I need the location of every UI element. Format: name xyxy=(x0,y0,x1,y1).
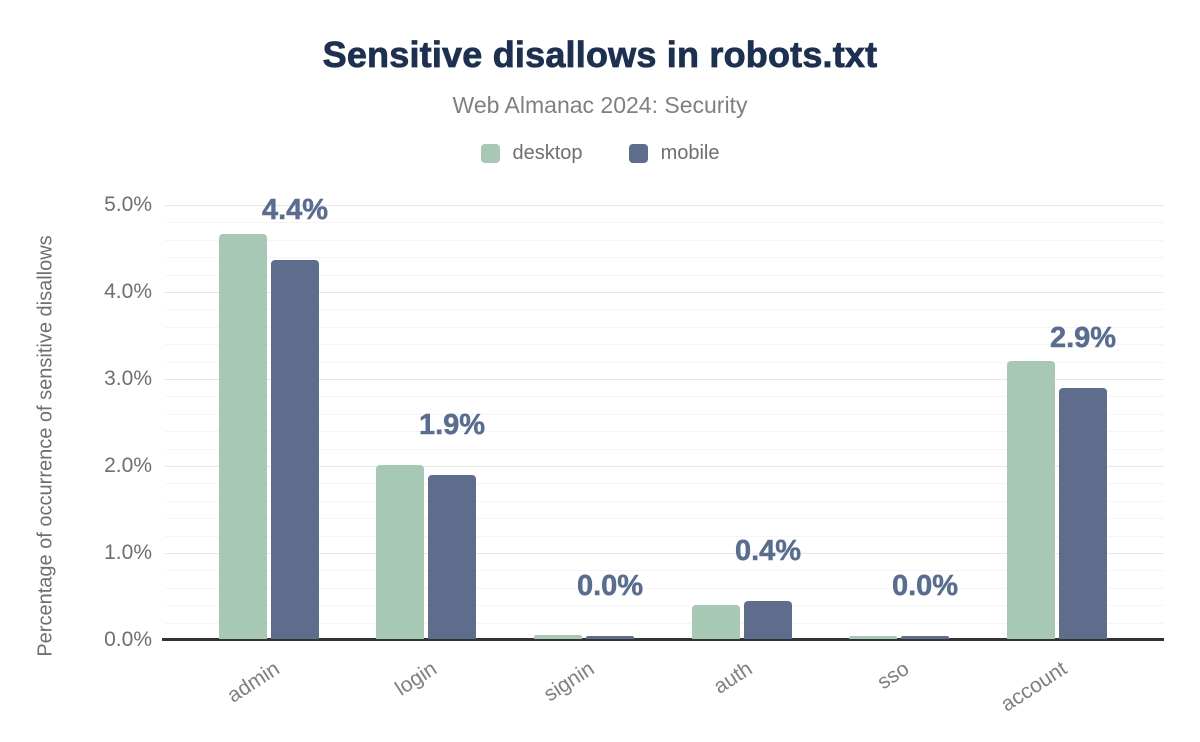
y-tick-label: 3.0% xyxy=(104,367,152,390)
x-tick-label-auth: auth xyxy=(709,657,757,699)
gridline-minor xyxy=(165,518,1164,519)
gridline-minor xyxy=(165,240,1164,241)
legend-swatch-desktop-icon xyxy=(480,144,500,163)
gridline-minor xyxy=(165,414,1164,415)
chart-title: Sensitive disallows in robots.txt xyxy=(322,34,878,76)
gridline-minor xyxy=(165,396,1164,397)
x-tick-label-sso: sso xyxy=(873,657,914,695)
y-tick-label: 2.0% xyxy=(104,454,152,477)
x-axis-line xyxy=(162,638,1164,641)
gridline-major xyxy=(165,553,1164,554)
legend-label-mobile: mobile xyxy=(660,142,720,164)
bar-desktop-auth[interactable] xyxy=(692,605,740,639)
bar-mobile-signin[interactable] xyxy=(586,636,634,639)
legend-label-desktop: desktop xyxy=(512,142,583,164)
y-tick-label: 0.0% xyxy=(104,628,152,651)
x-tick-label-admin: admin xyxy=(223,657,284,708)
value-label-login: 1.9% xyxy=(418,409,486,442)
gridline-major xyxy=(165,379,1164,380)
gridline-minor xyxy=(165,344,1164,345)
y-tick-label: 5.0% xyxy=(104,193,152,216)
bar-mobile-auth[interactable] xyxy=(744,600,792,639)
bar-mobile-sso[interactable] xyxy=(901,636,949,639)
gridline-minor xyxy=(165,588,1164,589)
gridline-major xyxy=(165,292,1164,293)
gridline-minor xyxy=(165,501,1164,502)
gridline-minor xyxy=(165,570,1164,571)
value-label-admin: 4.4% xyxy=(261,194,329,227)
gridline-minor xyxy=(165,431,1164,432)
gridline-minor xyxy=(165,483,1164,484)
gridline-major xyxy=(165,466,1164,467)
bar-desktop-signin[interactable] xyxy=(534,634,582,639)
gridline-minor xyxy=(165,536,1164,537)
bar-desktop-login[interactable] xyxy=(376,465,424,639)
x-tick-label-account: account xyxy=(997,657,1072,717)
gridline-minor xyxy=(165,275,1164,276)
gridline-minor xyxy=(165,362,1164,363)
value-label-sso: 0.0% xyxy=(891,570,959,603)
gridline-minor xyxy=(165,623,1164,624)
legend-swatch-mobile-icon xyxy=(628,144,648,163)
gridline-major xyxy=(165,205,1164,206)
bar-mobile-login[interactable] xyxy=(428,475,476,639)
gridline-minor xyxy=(165,222,1164,223)
gridline-minor xyxy=(165,327,1164,328)
chart-subtitle: Web Almanac 2024: Security xyxy=(452,92,748,118)
value-label-account: 2.9% xyxy=(1049,322,1117,355)
gridline-minor xyxy=(165,257,1164,258)
legend-item-desktop[interactable]: desktop xyxy=(480,142,583,165)
bar-desktop-sso[interactable] xyxy=(849,636,897,639)
value-label-signin: 0.0% xyxy=(576,570,644,603)
y-tick-label: 4.0% xyxy=(104,280,152,303)
x-tick-label-signin: signin xyxy=(539,657,599,707)
bar-desktop-account[interactable] xyxy=(1007,361,1055,639)
value-label-auth: 0.4% xyxy=(734,535,802,568)
gridline-minor xyxy=(165,449,1164,450)
gridline-minor xyxy=(165,605,1164,606)
bar-desktop-admin[interactable] xyxy=(219,234,267,639)
x-tick-label-login: login xyxy=(390,657,441,701)
legend: desktop mobile xyxy=(0,142,1200,165)
bar-mobile-admin[interactable] xyxy=(271,259,319,639)
y-tick-label: 1.0% xyxy=(104,541,152,564)
gridline-minor xyxy=(165,309,1164,310)
legend-item-mobile[interactable]: mobile xyxy=(628,142,720,165)
bar-mobile-account[interactable] xyxy=(1059,388,1107,639)
